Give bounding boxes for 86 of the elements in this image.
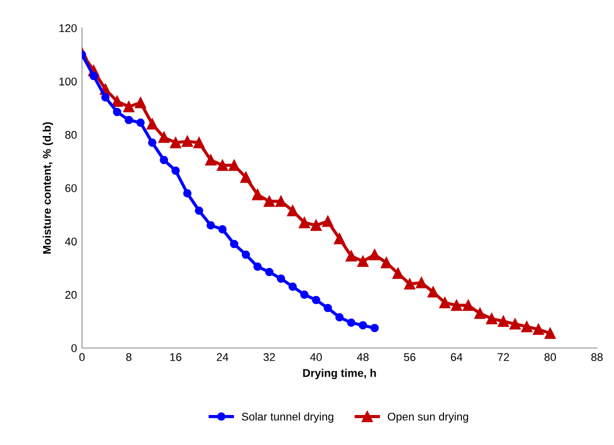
point: [193, 137, 205, 148]
point: [264, 196, 275, 207]
y-tick-label: 40: [65, 238, 77, 246]
point: [205, 154, 216, 166]
x-tick-label: 64: [450, 353, 462, 362]
x-tick-label: 32: [264, 353, 275, 362]
point: [335, 313, 344, 322]
y-tick-label: 0: [71, 344, 77, 352]
x-tick-label: 80: [544, 353, 556, 362]
point: [112, 96, 123, 107]
point: [428, 286, 439, 298]
y-axis-title: Moisture content, % (d.b): [42, 122, 54, 254]
point: [347, 318, 356, 327]
point: [486, 313, 498, 324]
point: [101, 93, 110, 102]
point: [275, 196, 287, 207]
point: [404, 278, 416, 290]
x-tick-label: 72: [498, 353, 509, 361]
point: [136, 118, 145, 127]
x-tick-label: 56: [404, 353, 416, 362]
point: [310, 220, 322, 231]
point: [416, 277, 427, 288]
point: [146, 118, 158, 130]
point: [498, 316, 509, 327]
y-tick-label: 20: [65, 290, 77, 299]
point: [346, 250, 357, 262]
point: [182, 136, 193, 147]
x-tick-label: 48: [356, 353, 369, 362]
point: [380, 257, 392, 268]
point: [230, 240, 238, 248]
point: [510, 318, 521, 330]
point: [298, 217, 310, 228]
point: [158, 132, 170, 143]
point: [357, 256, 368, 267]
y-tick-label: 120: [59, 24, 77, 32]
point: [134, 97, 146, 108]
x-tick-label: 8: [126, 353, 132, 362]
point: [450, 300, 462, 311]
point: [462, 300, 474, 311]
point: [183, 189, 192, 198]
point: [265, 268, 274, 276]
point: [170, 137, 182, 148]
point: [252, 189, 264, 200]
point: [300, 290, 309, 299]
point: [218, 225, 227, 234]
y-tick-label: 100: [59, 78, 77, 86]
point: [370, 324, 379, 332]
point: [474, 308, 486, 319]
point: [253, 262, 262, 271]
point: [90, 72, 98, 80]
point: [392, 268, 404, 279]
y-tick-label: 60: [65, 184, 77, 192]
legend-label: Solar tunnel drying: [242, 412, 334, 423]
point: [544, 328, 556, 339]
x-tick-label: 16: [170, 353, 182, 362]
point: [521, 321, 532, 332]
point: [334, 233, 346, 244]
point: [171, 166, 180, 175]
point: [216, 160, 228, 171]
legend-label: Open sun drying: [388, 412, 468, 423]
point: [358, 321, 368, 330]
point: [160, 156, 168, 164]
point: [228, 160, 240, 171]
x-tick-label: 0: [79, 353, 85, 362]
x-tick-label: 40: [310, 353, 322, 362]
x-axis-title: Drying time, h: [303, 368, 376, 380]
point: [324, 304, 332, 312]
point: [369, 249, 380, 260]
x-tick-label: 24: [216, 353, 228, 361]
point: [206, 221, 215, 230]
point: [532, 324, 544, 335]
point: [312, 296, 320, 304]
point: [194, 206, 204, 215]
point: [322, 216, 334, 227]
point: [242, 250, 250, 259]
point: [276, 274, 286, 283]
point: [148, 138, 156, 147]
y-tick-label: 80: [65, 130, 77, 139]
x-tick-label: 88: [591, 353, 603, 362]
point: [287, 205, 298, 216]
point: [123, 101, 134, 112]
point: [124, 116, 133, 124]
point: [112, 108, 122, 116]
point: [240, 172, 252, 183]
point: [439, 297, 450, 308]
point: [288, 282, 297, 291]
